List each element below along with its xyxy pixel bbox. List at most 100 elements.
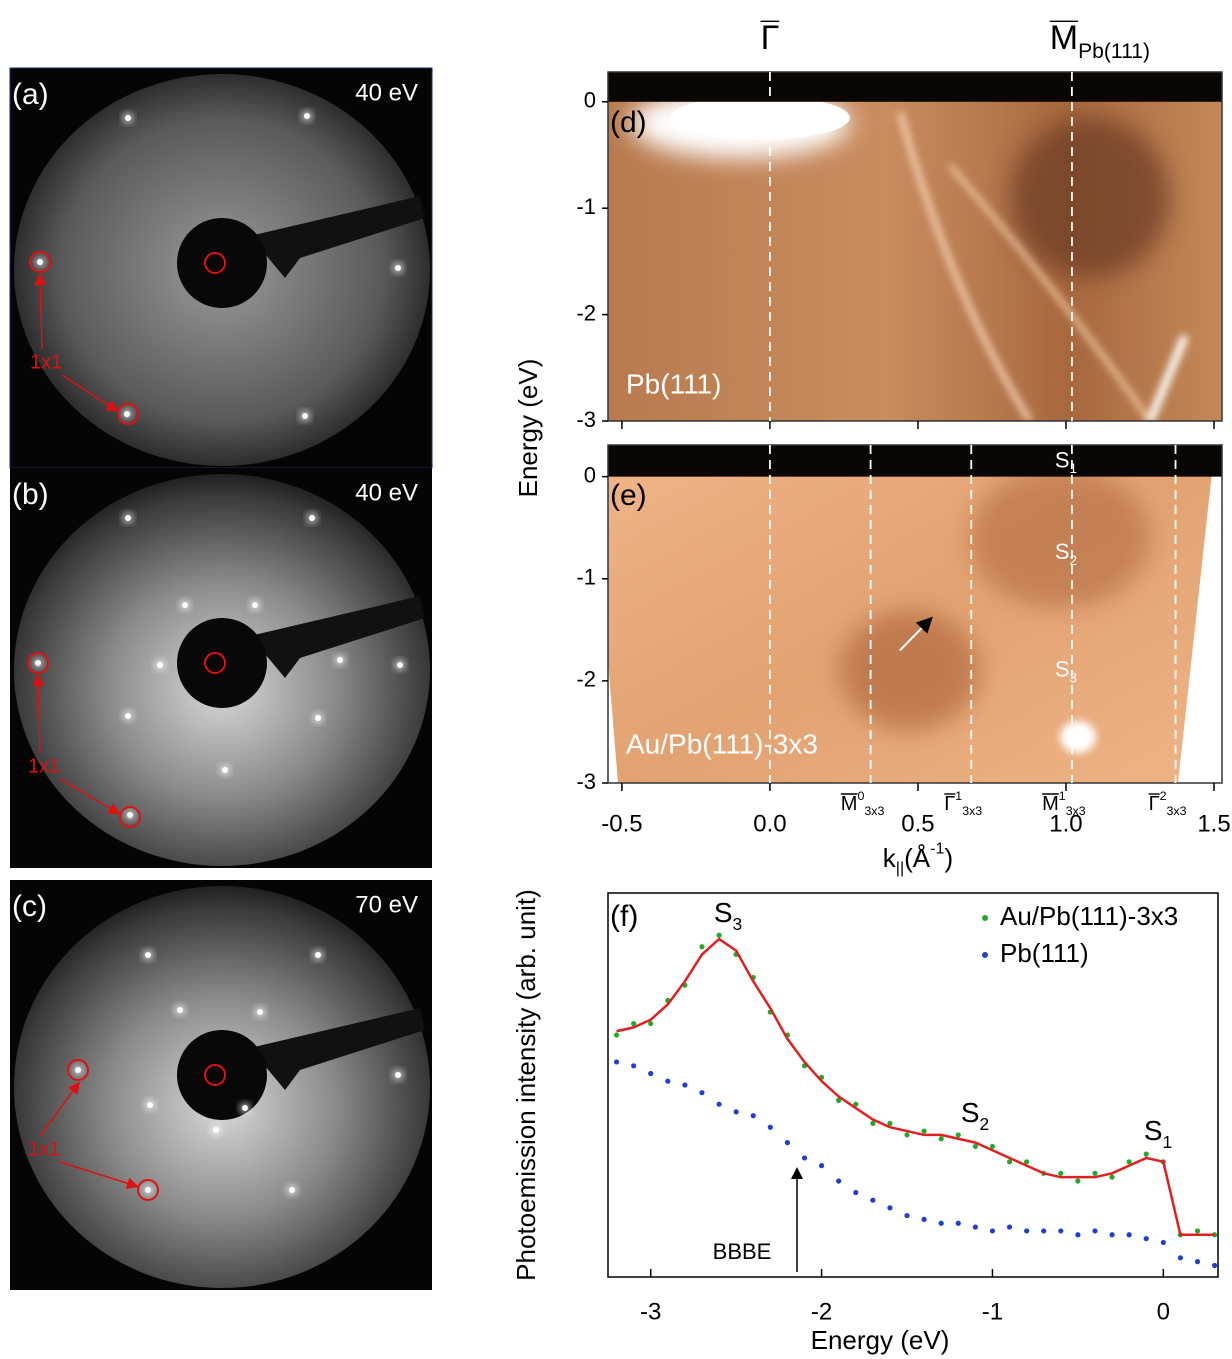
x-tick-label: -1 [982, 1298, 1003, 1325]
data-point [1006, 1159, 1013, 1165]
dark-region [840, 610, 980, 731]
spot-marker [67, 1059, 89, 1081]
leed-spot [337, 657, 343, 663]
leed-spot [37, 259, 43, 265]
band [1146, 334, 1189, 421]
fermi-cutoff [608, 445, 1222, 477]
spot-label: 1x1 [28, 755, 60, 777]
data-point [989, 1228, 996, 1234]
data-point [682, 1082, 688, 1088]
data-point [1143, 1151, 1149, 1157]
sample-name: Pb(111) [626, 368, 721, 399]
data-point [665, 1078, 671, 1084]
data-point [972, 1224, 978, 1230]
symmetry-label: M13x3 [1042, 789, 1086, 818]
spot-label: 1x1 [28, 1138, 60, 1160]
x-axis-label: k||(Å-1) [883, 840, 953, 878]
peak-label-part: 2 [980, 1113, 990, 1133]
center-marker [204, 652, 226, 674]
symmetry-label-part: 3x3 [1066, 804, 1086, 818]
symmetry-label-part: 1 [1059, 789, 1066, 803]
leed-panel: 1x1 (a) 40 eV [9, 67, 433, 469]
frame [607, 71, 1223, 422]
data-point [1058, 1228, 1064, 1234]
y-tick-label: -3 [576, 407, 596, 432]
x-tick-label: -0.5 [601, 810, 642, 837]
data-point [1194, 1228, 1201, 1234]
spot-marker [27, 652, 49, 674]
spot-arrow [32, 674, 45, 754]
data-point [1092, 1170, 1098, 1176]
y-tick-label: -3 [576, 769, 596, 794]
data-point [989, 1143, 996, 1150]
y-axis-label: Photoemission intensity (arb. unit) [511, 889, 541, 1281]
data-point [1126, 1232, 1132, 1238]
symmetry-label-part: 3x3 [864, 804, 884, 818]
symmetry-label: Γ13x3 [944, 789, 982, 818]
data-point [1058, 1170, 1064, 1176]
data-point [1109, 1232, 1115, 1238]
spot-arrow [39, 1081, 80, 1137]
leed-spot [125, 115, 131, 121]
band [948, 164, 1153, 421]
data-point [836, 1178, 842, 1184]
data-point [1194, 1259, 1201, 1265]
x-tick-label: 1.5 [1197, 810, 1230, 837]
plot-frame [607, 892, 1219, 1278]
data-point [853, 1101, 859, 1107]
symmetry-label-part: 1 [955, 789, 962, 803]
spot-arrow [59, 778, 121, 815]
data-point [1092, 1228, 1098, 1234]
symmetry-label: M03x3 [841, 789, 885, 818]
data-point [631, 1063, 637, 1069]
beam-energy: 40 eV [355, 79, 418, 106]
peak-label: S3 [714, 897, 742, 933]
arrow-label: BBBE [713, 1239, 772, 1264]
data-point [750, 1113, 756, 1119]
symmetry-label: Γ23x3 [1149, 789, 1187, 818]
peak-label-part: S [1144, 1115, 1163, 1146]
peak-label-part: S [961, 1097, 980, 1128]
dark-region [970, 467, 1150, 608]
spot-arrow [61, 374, 119, 412]
state-label-part: S [1055, 539, 1070, 564]
x-axis-label-part: (Å [904, 843, 931, 873]
leed-spot [145, 952, 151, 958]
data-point [1177, 1255, 1184, 1261]
leed-spot [302, 413, 308, 419]
spot-marker [29, 251, 51, 273]
bright-band [670, 95, 850, 140]
leed-spot [124, 411, 130, 417]
panel-label: (e) [610, 479, 647, 512]
spot-arrow [59, 1161, 139, 1190]
leed-spot [213, 1127, 219, 1133]
data-point [904, 1132, 910, 1138]
leed-spot [309, 515, 315, 521]
data-point [1109, 1174, 1115, 1180]
y-tick-label: 0 [584, 88, 596, 113]
y-tick-label: 0 [584, 462, 596, 487]
state-label-part: 3 [1070, 670, 1078, 685]
data-point [818, 1163, 825, 1169]
symmetry-label-part: 2 [1160, 789, 1167, 803]
frame [607, 444, 1223, 784]
panel-label: (b) [12, 478, 49, 511]
leed-panel: 1x1 (b) 40 eV [10, 468, 432, 868]
leed-spot [257, 1009, 263, 1015]
state-label: S2 [1055, 539, 1077, 567]
sample-holder [250, 1008, 425, 1090]
leed-spot [289, 1187, 295, 1193]
leed-spot [145, 1187, 151, 1193]
symmetry-label-part: 3x3 [962, 804, 982, 818]
data-point [887, 1120, 893, 1126]
symmetry-label-part: M [1050, 19, 1078, 57]
data-point [1160, 1239, 1166, 1246]
symmetry-label-part: Γ [1149, 793, 1160, 815]
y-tick-label: -1 [576, 565, 596, 590]
legend-label: Pb(111) [1000, 938, 1089, 968]
beam-shadow [177, 1030, 267, 1120]
x-axis-label-part: ) [944, 843, 953, 873]
panel-label: (a) [12, 78, 49, 111]
peak-label: S2 [961, 1097, 989, 1133]
y-tick-label: -2 [576, 300, 596, 325]
